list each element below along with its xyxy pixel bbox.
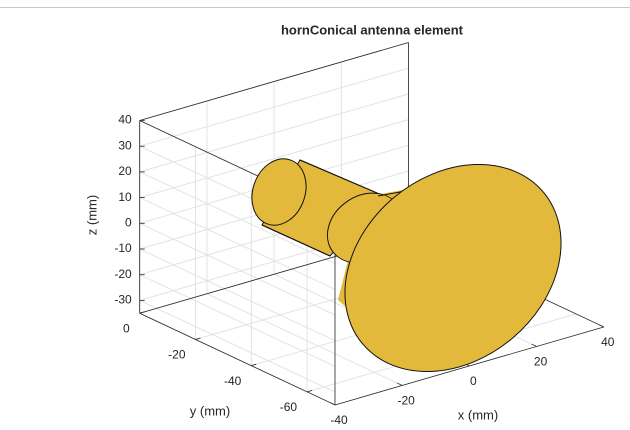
box-edge [139, 312, 336, 406]
grid-line [139, 171, 336, 265]
y-tick-label: -40 [224, 374, 242, 388]
z-tick-label: -30 [114, 293, 132, 307]
grid-line [139, 119, 409, 199]
x-tick-label: 40 [601, 335, 615, 349]
z-tick-label: -20 [114, 267, 132, 281]
y-tick-label: -60 [280, 400, 298, 414]
x-tick-label: -20 [398, 394, 416, 408]
z-tick-label: 0 [125, 215, 132, 229]
z-tick-label: 40 [118, 113, 132, 127]
z-tick-label: 10 [118, 190, 132, 204]
tick-mark [139, 311, 145, 314]
y-tick-label: -20 [168, 348, 186, 362]
chart-title: hornConical antenna element [281, 22, 464, 37]
waveguide-cap [251, 158, 307, 226]
z-axis-label: z (mm) [84, 195, 99, 235]
grid-line [139, 248, 336, 342]
x-tick-label: 0 [470, 374, 477, 388]
waveguide-edge [261, 224, 331, 257]
grid-line [139, 67, 409, 147]
tick-mark [598, 324, 604, 328]
tick-mark [195, 337, 201, 340]
x-axis-label: x (mm) [458, 407, 498, 422]
tick-mark [306, 389, 313, 393]
grid-line [139, 222, 336, 316]
antenna [251, 158, 562, 373]
grid-line [139, 197, 336, 290]
labels: hornConical antenna element x (mm) y (mm… [84, 22, 498, 422]
y-tick-label: 0 [123, 321, 130, 335]
grid-line [139, 274, 336, 367]
grid-line [139, 299, 336, 393]
tick-mark [251, 363, 257, 367]
tick-mark [531, 343, 537, 347]
y-axis-label: y (mm) [190, 403, 230, 418]
aperture [344, 163, 562, 373]
box-edge [139, 42, 409, 121]
z-tick-label: 20 [118, 164, 132, 178]
x-tick-label: 20 [534, 355, 548, 369]
tick-mark [329, 402, 336, 406]
waveguide-edge [299, 159, 385, 197]
tick-mark [397, 382, 403, 386]
grid-line [206, 293, 403, 386]
grid-line [139, 93, 409, 173]
z-tick-label: -10 [114, 241, 132, 255]
z-tick-label: 30 [118, 138, 132, 152]
x-tick-label: -40 [330, 413, 348, 427]
